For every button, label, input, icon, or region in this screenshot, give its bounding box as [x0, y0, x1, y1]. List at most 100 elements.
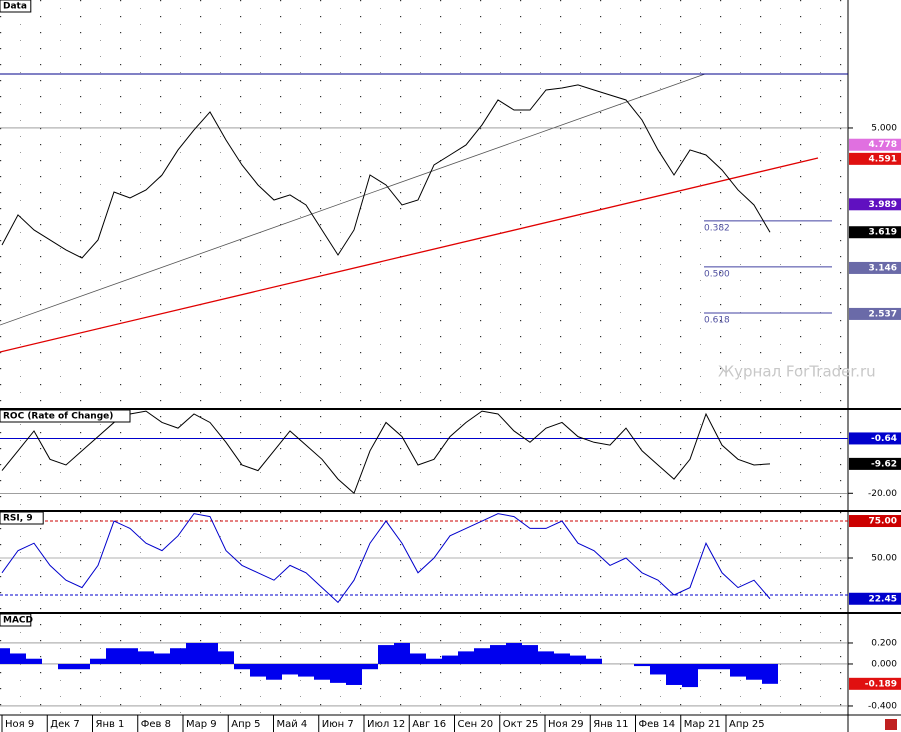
panel-title-box [0, 409, 131, 423]
macd-bar [346, 663, 362, 685]
price-tag-label: 4.591 [869, 154, 897, 164]
x-tick-label: Окт 25 [503, 719, 539, 730]
macd-bar [474, 648, 490, 664]
x-tick-label: Июл 12 [367, 719, 405, 730]
macd-bar [282, 663, 298, 675]
macd-bar [730, 663, 746, 677]
fib-label: 0.618 [704, 315, 730, 325]
price-tag [849, 226, 901, 239]
macd-bar [74, 663, 90, 670]
macd-bar [10, 653, 26, 664]
macd-bar [554, 653, 570, 664]
trend-line [0, 73, 706, 326]
price-tag-label: 22.45 [869, 594, 897, 604]
panel-title-box [0, 613, 32, 627]
x-tick-label: Дек 7 [50, 719, 80, 730]
macd-bar [698, 663, 714, 670]
trend-line [0, 157, 819, 353]
panel [0, 513, 848, 604]
price-tag [849, 432, 901, 445]
macd-bar [330, 663, 346, 683]
price-tag-label: 75.00 [869, 517, 897, 527]
price-tag-label: 3.619 [869, 228, 897, 238]
panel-title-box [0, 511, 44, 525]
price-tag [849, 138, 901, 151]
price-tag [849, 198, 901, 211]
y-tick-label: -20.00 [868, 489, 897, 499]
macd-bar [122, 648, 138, 664]
grid-dots [0, 0, 848, 715]
macd-bar [522, 645, 538, 664]
x-tick-label: Май 4 [277, 719, 308, 730]
macd-bar [218, 651, 234, 664]
x-tick-label: Апр 25 [729, 719, 765, 730]
panel: 0.382 0.500 0.618 [0, 73, 848, 325]
y-tick-label: 0.200 [871, 638, 897, 648]
panel-title: Data [3, 2, 27, 12]
x-tick-label: Июн 7 [322, 719, 354, 730]
x-tick-label: Янв 11 [593, 719, 628, 730]
price-tag-label: -0.64 [871, 434, 897, 444]
macd-bar [538, 651, 554, 664]
price-line [1, 84, 771, 259]
macd-bar [314, 663, 330, 680]
x-tick-label: Апр 5 [231, 719, 260, 730]
macd-bar [634, 663, 650, 667]
macd-bar [570, 655, 586, 664]
macd-bar [266, 663, 282, 680]
x-tick-label: Янв 1 [96, 719, 125, 730]
macd-bar [234, 663, 250, 670]
price-tag [849, 307, 901, 320]
x-tick-label: Фев 8 [141, 719, 171, 730]
macd-bar [154, 653, 170, 664]
macd-bar [58, 663, 74, 670]
macd-bar [426, 658, 442, 664]
x-tick-label: Ноя 9 [5, 719, 34, 730]
price-tag-label: 3.989 [869, 200, 897, 210]
price-tag-label: 2.537 [869, 309, 897, 319]
price-tag-label: 4.778 [869, 140, 897, 150]
macd-bar [202, 642, 218, 664]
y-tick-label: 0.000 [871, 659, 897, 669]
price-line [1, 513, 771, 604]
price-tag [849, 677, 901, 690]
macd-bar [170, 648, 186, 664]
x-tick-label: Мар 21 [684, 719, 721, 730]
price-tag-label: -0.189 [865, 679, 897, 689]
macd-bar [714, 663, 730, 670]
price-tag [849, 515, 901, 528]
macd-bar [506, 642, 522, 664]
corner-icon [885, 719, 897, 730]
panel-title: RSI, 9 [3, 514, 33, 524]
macd-bar [26, 658, 42, 664]
price-tag-label: 3.146 [869, 263, 897, 273]
macd-bar [90, 658, 106, 664]
macd-bar [490, 645, 506, 664]
macd-bar [378, 645, 394, 664]
macd-bar [298, 663, 314, 677]
x-tick-label: Мар 9 [186, 719, 217, 730]
watermark: Журнал ForTrader.ru [718, 363, 876, 381]
macd-bar [458, 651, 474, 664]
macd-bar [746, 663, 762, 680]
x-tick-label: Ноя 29 [548, 719, 584, 730]
macd-bar [682, 663, 698, 688]
macd-bar [106, 648, 122, 664]
panel [0, 642, 848, 707]
macd-bar [394, 642, 410, 664]
fib-label: 0.500 [704, 269, 730, 279]
x-tick-label: Авг 16 [412, 719, 446, 730]
panel-title: ROC (Rate of Change) [3, 412, 113, 422]
x-tick-label: Сен 20 [458, 719, 494, 730]
price-tag-label: -9.62 [871, 459, 897, 469]
macd-bar [666, 663, 682, 685]
macd-bar [586, 658, 602, 664]
fib-label: 0.382 [704, 223, 730, 233]
x-tick-label: Фев 14 [639, 719, 676, 730]
macd-bar [362, 663, 378, 670]
panel-title: MACD [3, 616, 33, 626]
macd-bar [138, 651, 154, 664]
y-tick-label: 5.000 [871, 123, 897, 133]
macd-bar [250, 663, 266, 677]
y-tick-label: 50.00 [871, 554, 897, 564]
